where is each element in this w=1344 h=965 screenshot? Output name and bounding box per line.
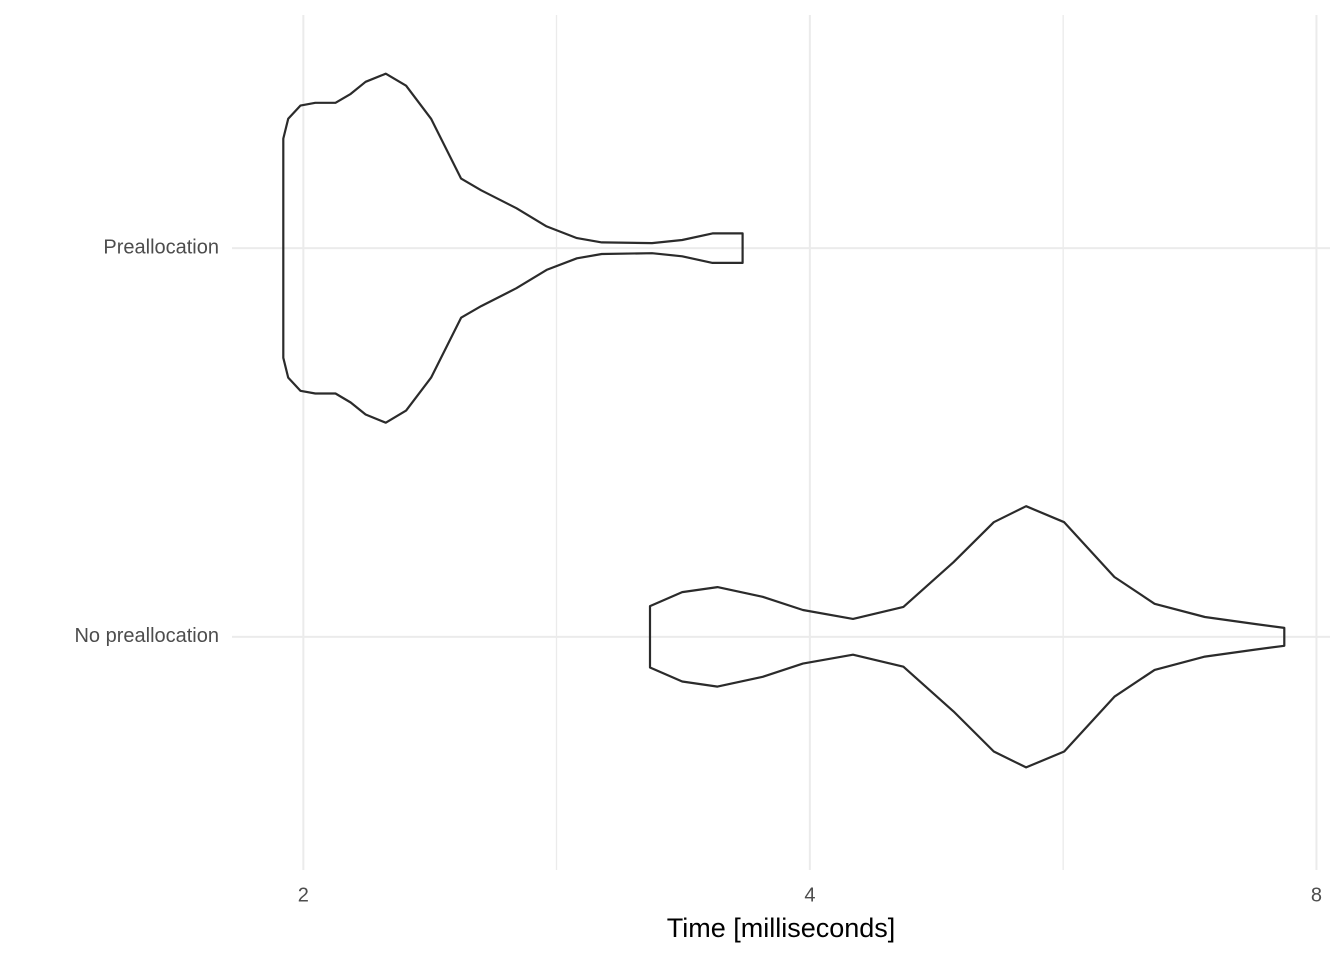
x-tick-label: 2	[298, 884, 309, 906]
x-tick-label: 4	[804, 884, 815, 906]
x-tick-label: 8	[1311, 884, 1322, 906]
y-tick-label: No preallocation	[74, 625, 219, 647]
violin	[282, 72, 744, 424]
violin	[648, 505, 1286, 769]
y-tick-label: Preallocation	[103, 236, 219, 258]
x-axis-label: Time [milliseconds]	[667, 913, 896, 943]
